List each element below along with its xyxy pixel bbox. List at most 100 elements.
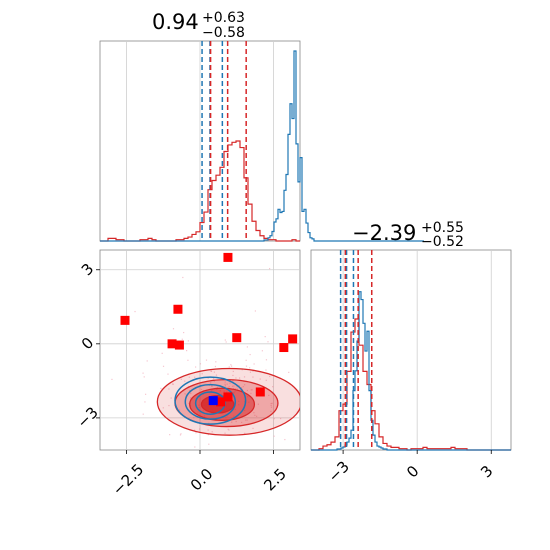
quantile-lines-param2 (339, 250, 373, 450)
scatter-point (180, 378, 182, 380)
y-tick-label: 3 (78, 260, 97, 279)
scatter-point (225, 341, 227, 343)
scatter-point (224, 432, 226, 434)
scatter-point (172, 328, 175, 330)
scatter-point (252, 427, 254, 429)
scatter-point (198, 428, 201, 430)
scatter-point (236, 386, 238, 388)
scatter-point (228, 366, 230, 368)
y-tick-label: 0 (78, 334, 97, 353)
joint-blue-contours (174, 376, 247, 425)
blue-marker (208, 396, 218, 406)
scatter-point (111, 378, 113, 381)
scatter-point (215, 361, 217, 363)
scatter-point (228, 386, 230, 388)
x-tick-label: −2.5 (109, 460, 147, 498)
x-tick-label: −3 (325, 457, 353, 485)
scatter-point (146, 360, 148, 362)
histogram-red-param2 (311, 318, 511, 451)
joint-panel: −3 0 3 −2.5 0.0 2.5 (73, 249, 306, 499)
scatter-point (272, 386, 274, 388)
scatter-point (200, 388, 203, 391)
scatter-point (305, 481, 306, 482)
scatter-point (243, 376, 246, 378)
scatter-point (193, 417, 195, 419)
scatter-point (143, 376, 145, 378)
scatter-point (187, 359, 189, 361)
scatter-point (182, 276, 184, 279)
joint-red-contours (156, 367, 300, 436)
scatter-point (186, 350, 188, 352)
title-param2: −2.39 (352, 221, 416, 245)
scatter-point (193, 429, 196, 431)
scatter-point (254, 310, 256, 312)
scatter-point (232, 380, 234, 382)
scatter-point (249, 371, 252, 373)
scatter-point (246, 346, 248, 348)
scatter-point (232, 370, 234, 373)
scatter-point (246, 419, 248, 421)
scatter-point (205, 359, 208, 361)
scatter-point (252, 376, 254, 378)
scatter-point (144, 401, 146, 403)
red-marker (167, 339, 177, 349)
scatter-point (305, 314, 306, 315)
scatter-point (142, 413, 144, 415)
scatter-point (232, 374, 234, 377)
scatter-point (208, 443, 210, 445)
scatter-point (245, 419, 247, 421)
scatter-point (180, 433, 182, 435)
quantile-lines-param1 (201, 41, 247, 241)
scatter-point (233, 385, 235, 387)
scatter-point (268, 394, 270, 396)
joint-x-ticks: −2.5 0.0 2.5 (109, 450, 290, 499)
scatter-point (233, 387, 235, 390)
scatter-point (142, 372, 144, 374)
scatter-point (231, 385, 234, 387)
scatter-point (238, 377, 241, 379)
scatter-point (160, 387, 162, 390)
scatter-point (231, 421, 233, 423)
red-marker (173, 304, 183, 314)
scatter-point (265, 369, 267, 371)
scatter-point (241, 421, 243, 424)
scatter-point (187, 340, 189, 342)
histogram-red-param1 (100, 140, 300, 242)
scatter-point (253, 363, 255, 365)
scatter-point (267, 341, 269, 343)
red-marker (223, 252, 233, 262)
joint-markers (120, 252, 298, 407)
scatter-point (190, 397, 192, 399)
red-marker (223, 392, 233, 402)
scatter-point (172, 383, 174, 385)
scatter-point (207, 377, 209, 379)
scatter-point (162, 365, 165, 367)
title-param2-upper: +0.55 (421, 220, 464, 236)
scatter-point (271, 402, 273, 404)
title-param2-lower: −0.52 (421, 234, 464, 250)
scatter-point (184, 393, 186, 395)
red-marker (174, 340, 184, 350)
scatter-point (269, 267, 271, 270)
histogram-panel-param2: −3 0 3 (310, 249, 512, 486)
blue-contour (184, 383, 237, 420)
scatter-point (273, 435, 275, 437)
title-param1-lower: −0.58 (202, 25, 245, 41)
scatter-point (245, 365, 248, 367)
scatter-point (210, 382, 212, 384)
histogram-panel-param1 (99, 40, 424, 242)
scatter-point (162, 407, 164, 409)
scatter-point (235, 377, 237, 379)
scatter-point (226, 383, 228, 385)
scatter-point (250, 392, 252, 394)
scatter-point (208, 384, 211, 386)
scatter-point (216, 386, 218, 389)
red-marker (255, 387, 265, 397)
red-marker (288, 334, 298, 344)
scatter-point (210, 370, 213, 372)
scatter-point (257, 403, 259, 405)
scatter-point (224, 381, 226, 383)
scatter-point (269, 375, 271, 378)
scatter-point (94, 385, 95, 386)
scatter-point (188, 376, 190, 378)
